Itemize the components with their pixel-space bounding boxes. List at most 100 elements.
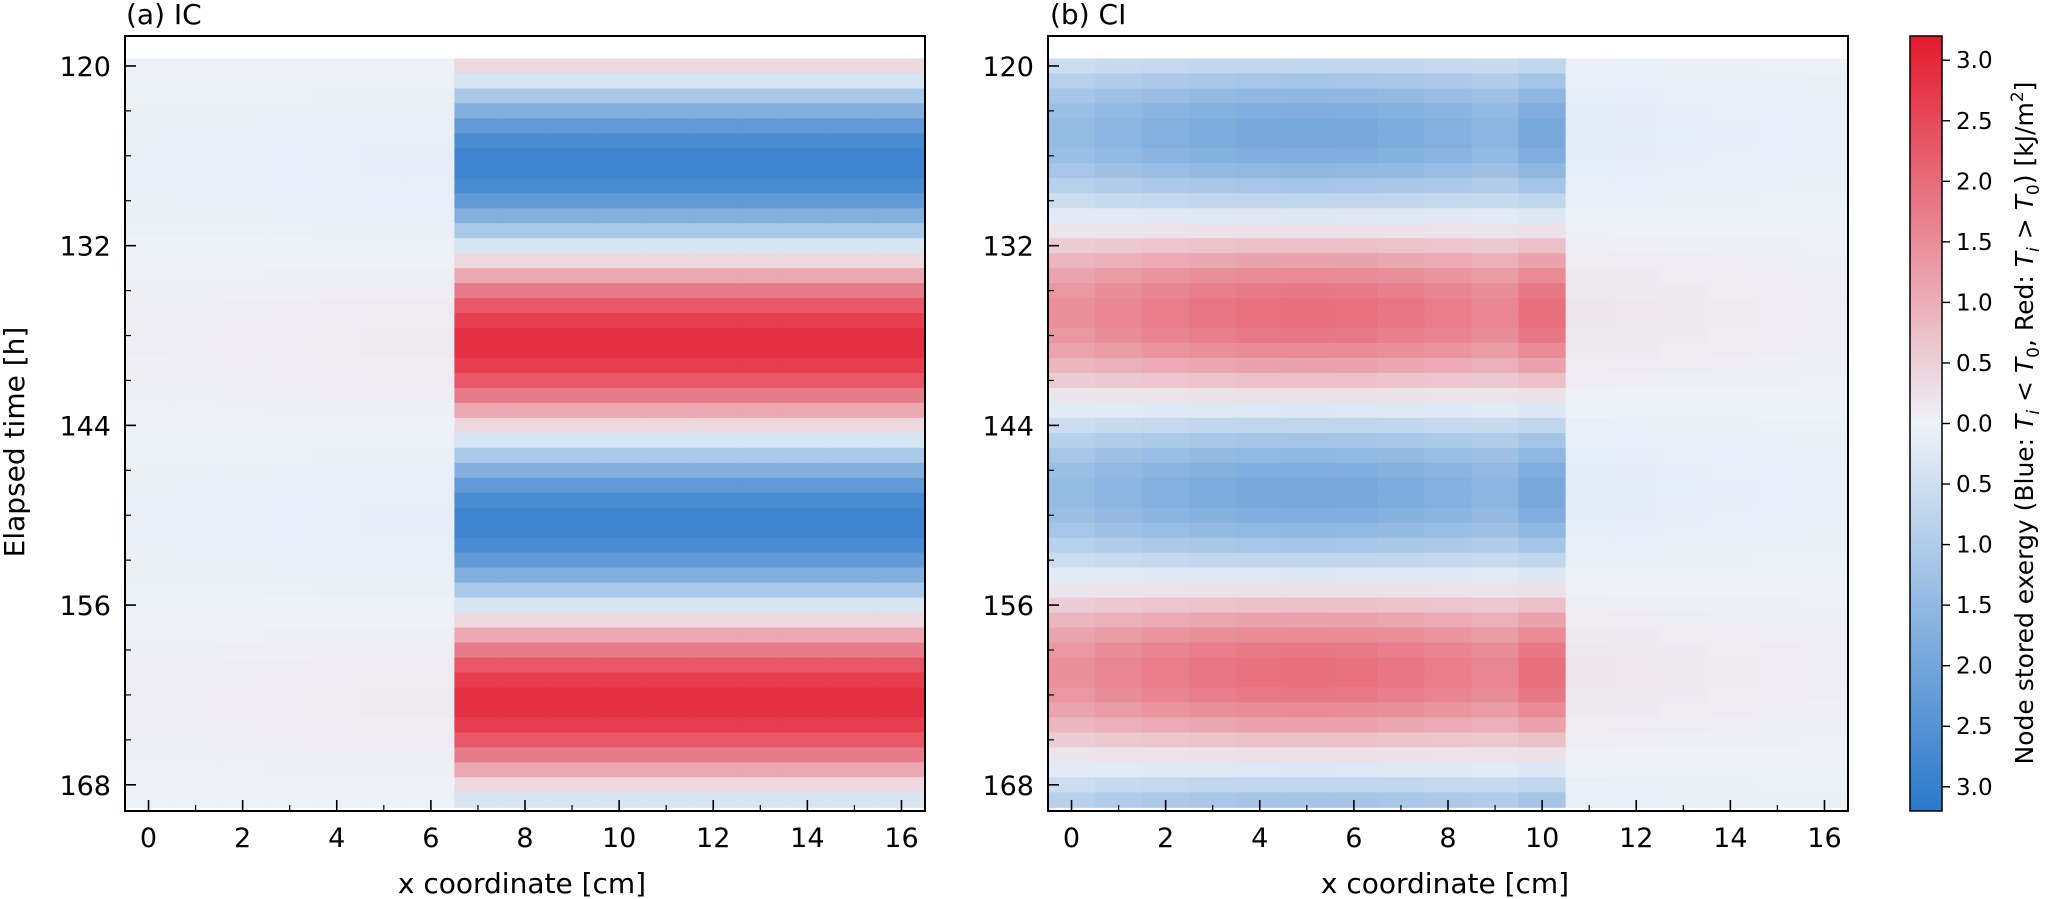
heatmap-cell — [548, 193, 597, 209]
heatmap-cell — [313, 477, 361, 494]
heatmap-cell — [266, 672, 314, 689]
heatmap-cell — [1142, 762, 1190, 778]
heatmap-cell — [313, 223, 361, 239]
heatmap-cell — [360, 253, 408, 269]
heatmap-cell — [1706, 567, 1755, 584]
heatmap-cell — [172, 657, 220, 674]
heatmap-cell — [1048, 58, 1096, 75]
heatmap-cell — [407, 268, 456, 284]
heatmap-cell — [266, 88, 314, 104]
heatmap-cell — [1565, 747, 1614, 763]
heatmap-cell — [125, 253, 173, 269]
heatmap-cell — [407, 642, 456, 659]
heatmap-cell — [1377, 792, 1426, 808]
heatmap-cell — [266, 687, 314, 704]
heatmap-cell — [1283, 178, 1331, 194]
heatmap-cell — [1142, 73, 1190, 90]
heatmap-cell — [1800, 642, 1849, 659]
x-tick-label: 2 — [234, 823, 251, 854]
heatmap-cell — [642, 612, 691, 629]
heatmap-cell — [1236, 417, 1284, 434]
heatmap-cell — [1565, 223, 1614, 239]
heatmap-cell — [219, 223, 267, 239]
heatmap-cell — [1424, 268, 1473, 284]
heatmap-cell — [1659, 597, 1708, 614]
heatmap-cell — [1659, 313, 1708, 329]
heatmap-cell — [642, 777, 691, 793]
heatmap-cell — [1471, 627, 1520, 644]
heatmap-cell — [454, 328, 503, 344]
heatmap-cell — [1236, 133, 1284, 149]
heatmap-cell — [1800, 387, 1849, 404]
heatmap-cell — [125, 522, 173, 539]
heatmap-cell — [642, 178, 691, 194]
heatmap-cell — [1753, 717, 1802, 733]
heatmap-cell — [548, 402, 597, 419]
heatmap-cell — [1377, 582, 1426, 599]
heatmap-cell — [501, 417, 550, 434]
heatmap-cell — [1283, 642, 1331, 659]
heatmap-cell — [1377, 148, 1426, 164]
heatmap-cell — [1142, 253, 1190, 269]
heatmap-cell — [1612, 747, 1661, 763]
heatmap-cell — [1706, 597, 1755, 614]
heatmap-cell — [1236, 492, 1284, 509]
heatmap-cell — [1095, 372, 1143, 389]
heatmap-cell — [1706, 612, 1755, 629]
heatmap-cell — [1800, 118, 1849, 134]
heatmap-cell — [783, 762, 832, 778]
heatmap-cell — [783, 432, 832, 449]
heatmap-cell — [454, 627, 503, 644]
x-tick-label: 4 — [1251, 823, 1268, 854]
heatmap-cell — [1330, 253, 1379, 269]
heatmap-cell — [1283, 133, 1331, 149]
heatmap-cell — [1518, 118, 1567, 134]
heatmap-cell — [1330, 417, 1379, 434]
heatmap-cell — [1095, 567, 1143, 584]
heatmap-cell — [172, 268, 220, 284]
heatmap-cell — [266, 148, 314, 164]
heatmap-cell — [172, 732, 220, 748]
x-tick-label: 6 — [422, 823, 439, 854]
heatmap-cell — [1659, 612, 1708, 629]
heatmap-cell — [454, 492, 503, 509]
heatmap-cell — [1659, 777, 1708, 793]
heatmap-cell — [313, 492, 361, 509]
heatmap-cell — [1048, 777, 1096, 793]
heatmap-cell — [1048, 268, 1096, 284]
heatmap-cell — [1471, 163, 1520, 179]
heatmap-cell — [1800, 103, 1849, 119]
heatmap-cell — [1706, 298, 1755, 314]
heatmap-cell — [1800, 402, 1849, 419]
heatmap-cell — [595, 178, 644, 194]
heatmap-cell — [313, 777, 361, 793]
heatmap-cell — [1095, 402, 1143, 419]
heatmap-cell — [407, 462, 456, 479]
heatmap-cell — [219, 582, 267, 599]
heatmap-cell — [1330, 313, 1379, 329]
heatmap-cell — [266, 343, 314, 359]
heatmap-cell — [1283, 732, 1331, 748]
heatmap-cell — [689, 328, 738, 344]
heatmap-cell — [501, 582, 550, 599]
heatmap-cell — [172, 687, 220, 704]
heatmap-cell — [1189, 193, 1237, 209]
heatmap-cell — [548, 597, 597, 614]
heatmap-cell — [1377, 747, 1426, 763]
heatmap-cell — [1330, 73, 1379, 90]
heatmap-cell — [1706, 193, 1755, 209]
heatmap-cell — [1612, 657, 1661, 674]
heatmap-cell — [1377, 223, 1426, 239]
heatmap-cell — [1753, 402, 1802, 419]
heatmap-cell — [830, 657, 879, 674]
heatmap-cell — [1659, 687, 1708, 704]
heatmap-cell — [877, 747, 926, 763]
heatmap-cell — [736, 268, 785, 284]
heatmap-cell — [172, 582, 220, 599]
heatmap-cell — [313, 357, 361, 374]
heatmap-cell — [1330, 447, 1379, 464]
heatmap-cell — [1518, 702, 1567, 719]
heatmap-cell — [360, 732, 408, 748]
